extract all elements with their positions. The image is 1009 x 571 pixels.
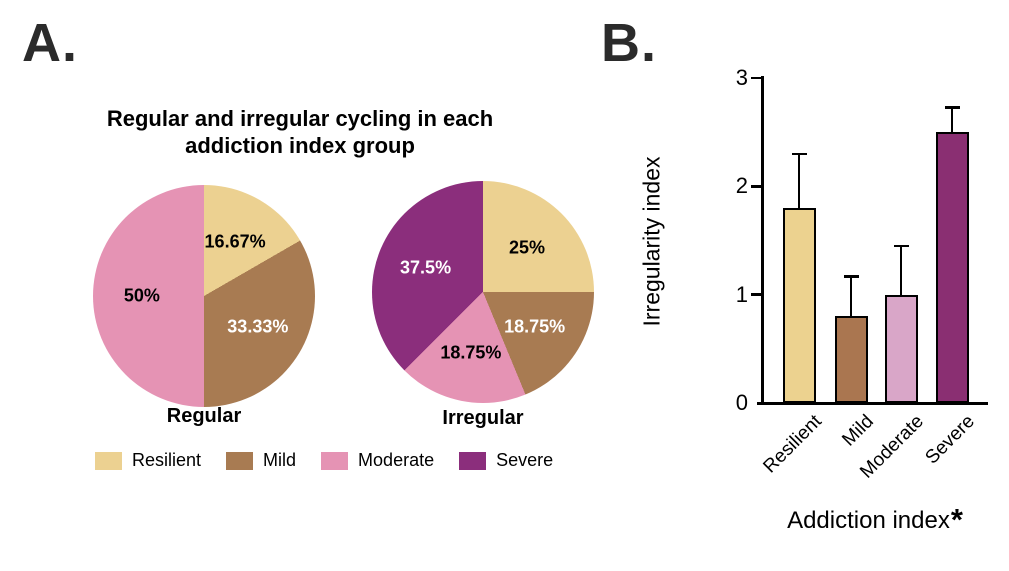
pie-slice-label-moderate: 50% — [123, 285, 160, 306]
y-axis-title: Irregularity index — [638, 156, 665, 327]
y-tick-label-3: 3 — [735, 65, 748, 90]
y-tick-mark — [751, 293, 761, 296]
pie-irregular-caption: Irregular — [442, 407, 524, 429]
panel-a-label: A. — [22, 13, 78, 73]
x-axis-line — [757, 401, 988, 405]
pie-slice-label-mild: 33.33% — [227, 316, 289, 337]
y-tick-label-1: 1 — [735, 281, 748, 307]
pie-slice-label-resilient: 25% — [508, 237, 545, 258]
y-tick-mark — [751, 185, 761, 188]
legend-item-moderate: Moderate — [321, 450, 434, 471]
pie-slice-label-resilient: 16.67% — [204, 231, 266, 252]
legend-item-resilient: Resilient — [95, 450, 201, 471]
bar-mild — [834, 316, 868, 403]
legend: Resilient Mild Moderate Severe — [95, 450, 553, 471]
y-tick-label-0: 0 — [735, 390, 748, 415]
severe-color-swatch — [459, 451, 487, 470]
significance-asterisk: * — [950, 502, 963, 537]
error-bar-moderate — [900, 245, 902, 295]
bar-resilient — [782, 208, 816, 403]
error-bar-resilient — [798, 153, 800, 208]
panel-a-title-line1: Regular and irregular cycling in each — [106, 106, 494, 131]
error-bar-cap — [944, 106, 960, 109]
legend-item-severe: Severe — [459, 450, 553, 471]
panel-b-label: B. — [601, 13, 657, 73]
error-bar-cap — [843, 275, 859, 278]
resilient-color-swatch — [95, 451, 122, 470]
error-bar-cap — [791, 152, 807, 156]
bar-moderate — [884, 294, 918, 403]
pie-regular-caption: Regular — [166, 405, 242, 427]
panel-a-title-line2: addiction index group — [185, 132, 415, 158]
panel-a-title: Regular and irregular cycling in each ad… — [60, 106, 540, 160]
pie-slice-label-mild: 18.75% — [504, 316, 566, 337]
mild-color-swatch — [226, 451, 254, 470]
legend-label: Resilient — [132, 450, 202, 470]
legend-label: Severe — [496, 450, 554, 470]
legend-item-mild: Mild — [226, 450, 296, 471]
bar-severe — [935, 132, 969, 403]
x-axis-title: Addiction index* — [750, 500, 1000, 537]
pie-slice-label-moderate: 18.75% — [440, 342, 502, 363]
x-axis-title-text: Addiction index — [787, 507, 950, 534]
error-bar-mild — [850, 276, 852, 317]
legend-label: Mild — [263, 450, 297, 470]
y-axis-line — [761, 76, 764, 405]
y-tick-mark — [751, 76, 761, 80]
pie-chart-regular: 16.67% 33.33% 50% — [93, 185, 315, 407]
legend-label: Moderate — [358, 450, 435, 470]
pie-chart-irregular: 25% 18.75% 18.75% 37.5% — [372, 181, 594, 403]
error-bar-cap — [893, 244, 909, 248]
moderate-color-swatch — [321, 451, 349, 470]
error-bar-severe — [951, 107, 953, 133]
pie-slice-label-severe: 37.5% — [400, 257, 452, 278]
y-tick-label-2: 2 — [735, 173, 748, 199]
